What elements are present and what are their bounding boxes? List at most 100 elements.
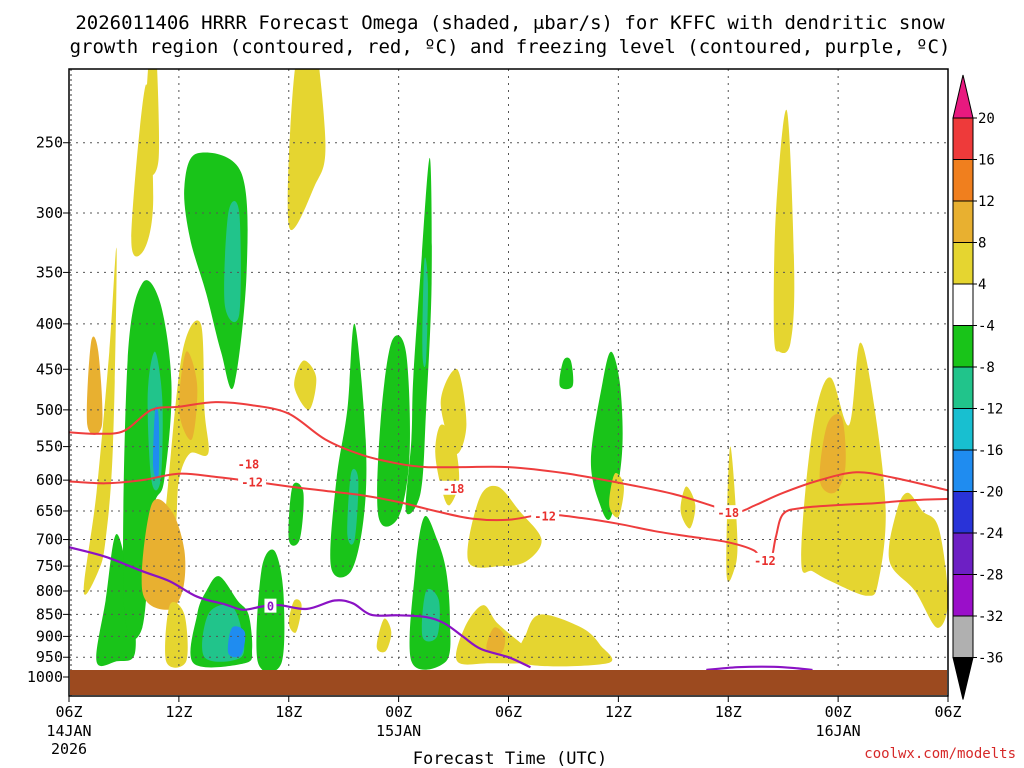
omega-region (83, 247, 117, 595)
freezing-level-label: 0 (267, 600, 274, 614)
colorbar-swatch (952, 491, 974, 534)
colorbar-swatch (952, 532, 974, 575)
x-tick-label: 06Z (934, 703, 961, 721)
omega-region (467, 485, 542, 568)
isotherm-label-bg (750, 552, 779, 567)
omega-region (178, 351, 198, 441)
y-tick-label: 850 (36, 605, 63, 623)
colorbar-label: 12 (978, 194, 995, 210)
colorbar-label: 16 (978, 153, 995, 169)
isotherm-label: -18 (717, 506, 739, 520)
omega-region (422, 257, 428, 368)
omega-region (288, 482, 304, 546)
y-tick-label: 650 (36, 502, 63, 520)
colorbar: 20 16 12 8 4 -4 -8 -12 -16 -20 -24 -28 -32 -36 (952, 74, 1003, 700)
freezing-level-line (69, 546, 531, 669)
isotherm-label: -12 (754, 554, 776, 568)
colorbar-swatch (952, 242, 974, 285)
ground-surface (70, 670, 947, 695)
omega-region (227, 626, 246, 658)
omega-region (153, 405, 160, 479)
colorbar-label: 4 (978, 277, 986, 293)
y-tick-label: 350 (36, 263, 63, 281)
x-date-label: 15JAN (376, 722, 421, 740)
isotherm-label-bg (714, 505, 743, 520)
omega-region (517, 614, 613, 667)
omega-region (347, 468, 359, 545)
y-tick-label: 400 (36, 315, 63, 333)
omega-region (123, 280, 172, 640)
omega-region (559, 357, 574, 390)
omega-region (486, 627, 506, 655)
y-axis: 250 300 350 400 450 500 550 600 650 700 750 800 850 9… (27, 134, 69, 686)
colorbar-label: -24 (978, 526, 1003, 542)
isotherm-label-bg (531, 508, 560, 523)
isotherm-line (69, 401, 948, 514)
x-tick-label: 06Z (55, 703, 82, 721)
contour-labels: -18 -12 -18 -12 -18 -12 0 (234, 456, 779, 614)
omega-region (376, 618, 392, 653)
x-date-label: 16JAN (816, 722, 861, 740)
colorbar-label: -32 (978, 609, 1003, 625)
omega-region (421, 588, 440, 642)
x-year-label: 2026 (51, 740, 87, 758)
y-tick-label: 700 (36, 531, 63, 549)
isotherm-label-bg (234, 456, 263, 471)
omega-region (165, 601, 188, 668)
y-tick-label: 500 (36, 401, 63, 419)
colorbar-swatch (952, 408, 974, 451)
x-tick-label: 06Z (495, 703, 522, 721)
y-tick-label: 250 (36, 134, 63, 152)
isotherm-label-bg (238, 474, 267, 489)
omega-region (819, 413, 846, 494)
colorbar-swatch (952, 449, 974, 492)
isotherm-label: -12 (534, 510, 556, 524)
colorbar-label: -28 (978, 568, 1003, 584)
y-tick-label: 800 (36, 582, 63, 600)
colorbar-label: -8 (978, 360, 995, 376)
freezing-level-line (706, 665, 813, 672)
colorbar-label: -4 (978, 319, 995, 335)
x-tick-label: 00Z (825, 703, 852, 721)
isotherm-label: -18 (443, 482, 465, 496)
y-tick-label: 900 (36, 627, 63, 645)
x-tick-label: 12Z (165, 703, 192, 721)
colorbar-swatch (952, 117, 974, 160)
omega-region (141, 498, 186, 610)
omega-region (287, 69, 326, 230)
x-date-label: 14JAN (46, 722, 91, 740)
y-tick-label: 1000 (27, 668, 63, 686)
credit-link[interactable]: coolwx.com/modelts (864, 746, 1016, 762)
y-tick-label: 950 (36, 648, 63, 666)
colorbar-label: -20 (978, 485, 1003, 501)
y-tick-label: 550 (36, 438, 63, 456)
colorbar-swatch (952, 325, 974, 368)
omega-region (144, 69, 160, 176)
colorbar-swatch (952, 574, 974, 617)
colorbar-label: 20 (978, 111, 995, 127)
colorbar-swatch (952, 200, 974, 243)
freezing-level-label-bg (264, 598, 277, 613)
colorbar-swatch (952, 366, 974, 409)
y-tick-label: 600 (36, 471, 63, 489)
isotherm-label: -12 (241, 475, 263, 489)
x-tick-label: 18Z (275, 703, 302, 721)
omega-region (440, 368, 467, 455)
omega-region (377, 335, 410, 527)
omega-region (224, 200, 241, 323)
y-tick-label: 300 (36, 204, 63, 222)
omega-region (405, 157, 432, 515)
omega-region (773, 109, 795, 354)
y-tick-label: 450 (36, 360, 63, 378)
x-tick-label: 12Z (605, 703, 632, 721)
colorbar-swatch (952, 615, 974, 658)
colorbar-arrow-bottom (952, 657, 974, 700)
colorbar-label: 8 (978, 236, 986, 252)
omega-region (609, 473, 624, 518)
x-axis-label: Forecast Time (UTC) (413, 749, 607, 768)
isotherm-label-bg (439, 480, 468, 495)
chart-title-line1: 2026011406 HRRR Forecast Omega (shaded, … (75, 12, 945, 34)
isotherm-label: -18 (238, 458, 260, 472)
